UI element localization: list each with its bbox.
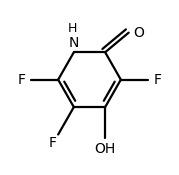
Text: F: F <box>18 73 26 87</box>
Text: F: F <box>153 73 161 87</box>
Text: N: N <box>69 36 79 50</box>
Text: O: O <box>134 26 144 40</box>
Text: OH: OH <box>95 142 116 156</box>
Text: F: F <box>48 136 56 150</box>
Text: H: H <box>68 22 78 35</box>
